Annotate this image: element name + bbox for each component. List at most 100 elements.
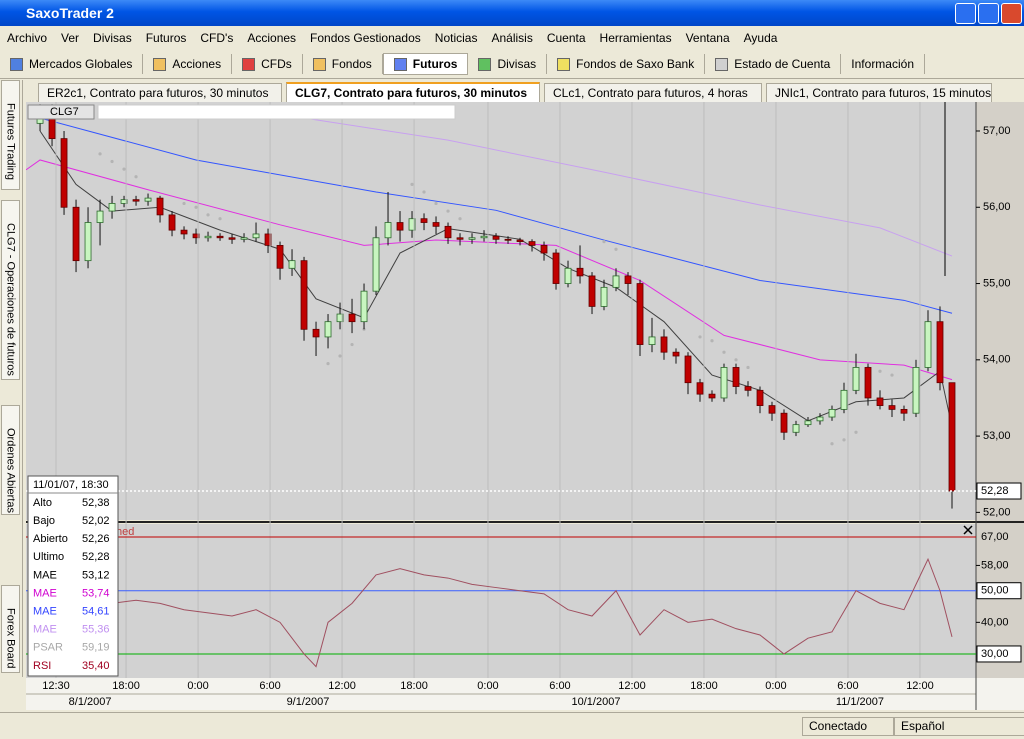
info-row-value: 52,26 bbox=[82, 533, 110, 545]
menu-item[interactable]: Noticias bbox=[428, 31, 485, 45]
candle-body bbox=[936, 321, 944, 384]
toolbar-icon bbox=[242, 57, 256, 71]
title-bar: SaxoTrader 2 bbox=[0, 0, 1024, 26]
menu-item[interactable]: CFD's bbox=[193, 31, 240, 45]
candle-body bbox=[504, 238, 512, 241]
psar-dot bbox=[734, 358, 738, 362]
toolbar-button[interactable]: Información bbox=[841, 54, 925, 74]
rsi-tick-label: 30,00 bbox=[981, 648, 1009, 660]
toolbar-label: Fondos bbox=[331, 57, 372, 71]
minimize-button[interactable] bbox=[955, 3, 976, 24]
chart: 12:30 18:00 0:00 6:00 12:00 18:00 0:00 6:00 12:0… bbox=[26, 102, 1024, 710]
toolbar-button[interactable]: Mercados Globales bbox=[0, 54, 144, 74]
rsi-tick-label: 40,00 bbox=[981, 616, 1009, 628]
candle-body bbox=[876, 397, 884, 406]
toolbar-button[interactable]: Acciones bbox=[143, 54, 233, 74]
candle-body bbox=[336, 313, 344, 323]
chart-tab[interactable]: CLG7, Contrato para futuros, 30 minutos bbox=[286, 82, 540, 102]
toolbar-button[interactable]: Fondos de Saxo Bank bbox=[547, 54, 706, 74]
info-row-label: MAE bbox=[33, 624, 57, 636]
psar-dot bbox=[410, 182, 414, 186]
menu-item[interactable]: Cuenta bbox=[540, 31, 593, 45]
psar-dot bbox=[698, 335, 702, 339]
candle-body bbox=[684, 355, 692, 384]
menu-item-label: Ver bbox=[61, 31, 80, 45]
menu-item[interactable]: Herramientas bbox=[593, 31, 679, 45]
toolbar-label: Mercados Globales bbox=[29, 57, 133, 71]
menu-item[interactable]: Fondos Gestionados bbox=[303, 31, 428, 45]
date-tick-label: 10/1/2007 bbox=[572, 696, 621, 708]
toolbar-icon bbox=[312, 57, 326, 71]
x-tick-label: 12:00 bbox=[906, 680, 934, 692]
info-row-value: 35,40 bbox=[82, 660, 110, 672]
chart-tab-label: ER2c1, Contrato para futuros, 30 minutos bbox=[47, 86, 269, 100]
close-button[interactable] bbox=[1001, 3, 1022, 24]
menu-item[interactable]: Divisas bbox=[86, 31, 139, 45]
symbol-field bbox=[97, 104, 456, 120]
x-tick-label: 12:00 bbox=[618, 680, 646, 692]
candle-body bbox=[588, 275, 596, 307]
toolbar-button[interactable]: Fondos bbox=[303, 54, 383, 74]
price-panel bbox=[26, 102, 976, 520]
toolbar-label: Información bbox=[851, 57, 914, 71]
menu-item[interactable]: Ver bbox=[54, 31, 86, 45]
psar-dot bbox=[614, 247, 618, 251]
close-panel-icon bbox=[963, 525, 973, 535]
menu-item-label: Cuenta bbox=[546, 31, 586, 45]
info-row-label: MAE bbox=[33, 569, 57, 581]
menu-item[interactable]: Futuros bbox=[139, 31, 194, 45]
candle-body bbox=[156, 197, 164, 216]
toolbar-button[interactable]: CFDs bbox=[232, 54, 303, 74]
connection-status: Conectado bbox=[802, 717, 894, 736]
menu-item[interactable]: Análisis bbox=[484, 31, 539, 45]
side-tab[interactable]: Ordenes Abiertas bbox=[1, 405, 20, 515]
candle-body bbox=[360, 290, 368, 323]
last-price-box bbox=[976, 482, 1022, 500]
candle-body bbox=[180, 229, 188, 235]
rsi-line bbox=[39, 557, 953, 668]
candle-body bbox=[324, 321, 332, 338]
menu-item[interactable]: Ventana bbox=[679, 31, 737, 45]
candle-body bbox=[540, 245, 548, 254]
psar-dot bbox=[746, 365, 750, 370]
candle-body bbox=[900, 408, 908, 414]
y-tick-label: 52,00 bbox=[983, 506, 1011, 518]
rsi-panel bbox=[26, 524, 976, 678]
side-tab[interactable]: Futures Trading bbox=[1, 80, 20, 190]
info-row-label: Bajo bbox=[33, 515, 55, 527]
chart-tab[interactable]: JNIc1, Contrato para futuros, 15 minutos bbox=[766, 83, 992, 102]
candle-body bbox=[660, 336, 668, 353]
chart-tab[interactable]: ER2c1, Contrato para futuros, 30 minutos bbox=[38, 83, 282, 102]
right-axis bbox=[976, 102, 1024, 678]
candle-body bbox=[168, 214, 176, 231]
menu-item[interactable]: Ayuda bbox=[737, 31, 785, 45]
info-row-label: PSAR bbox=[33, 642, 63, 654]
psar-dot bbox=[326, 362, 330, 366]
side-tab[interactable]: CLG7 - Operaciones de futuros bbox=[1, 200, 20, 380]
candle-body bbox=[864, 367, 872, 399]
toolbar-button[interactable]: Estado de Cuenta bbox=[705, 54, 842, 74]
toolbar-button[interactable]: Futuros bbox=[382, 53, 469, 75]
info-row-label: Alto bbox=[33, 497, 52, 509]
maximize-button[interactable] bbox=[978, 3, 999, 24]
x-tick-label: 0:00 bbox=[477, 680, 498, 692]
menu-item[interactable]: Archivo bbox=[0, 31, 54, 45]
candle-body bbox=[528, 241, 536, 246]
window-title: SaxoTrader 2 bbox=[26, 5, 114, 21]
x-tick-label: 12:30 bbox=[42, 680, 70, 692]
y-tick-label: 54,00 bbox=[983, 354, 1011, 366]
info-box bbox=[27, 475, 119, 677]
date-tick-label: 11/1/2007 bbox=[836, 696, 884, 708]
psar-dot bbox=[182, 201, 186, 206]
candle-body bbox=[732, 367, 740, 387]
side-tab[interactable]: Forex Board bbox=[1, 585, 20, 673]
toolbar-button[interactable]: Divisas bbox=[468, 54, 548, 74]
symbol-label: CLG7 bbox=[50, 106, 79, 118]
candle-body bbox=[780, 412, 788, 433]
candle-body bbox=[372, 237, 380, 292]
chart-tab[interactable]: CLc1, Contrato para futuros, 4 horas bbox=[544, 83, 762, 102]
psar-dot bbox=[602, 239, 606, 244]
rsi-tick-label: 67,00 bbox=[981, 531, 1009, 543]
menu-item[interactable]: Acciones bbox=[240, 31, 303, 45]
candle-body bbox=[852, 367, 860, 391]
